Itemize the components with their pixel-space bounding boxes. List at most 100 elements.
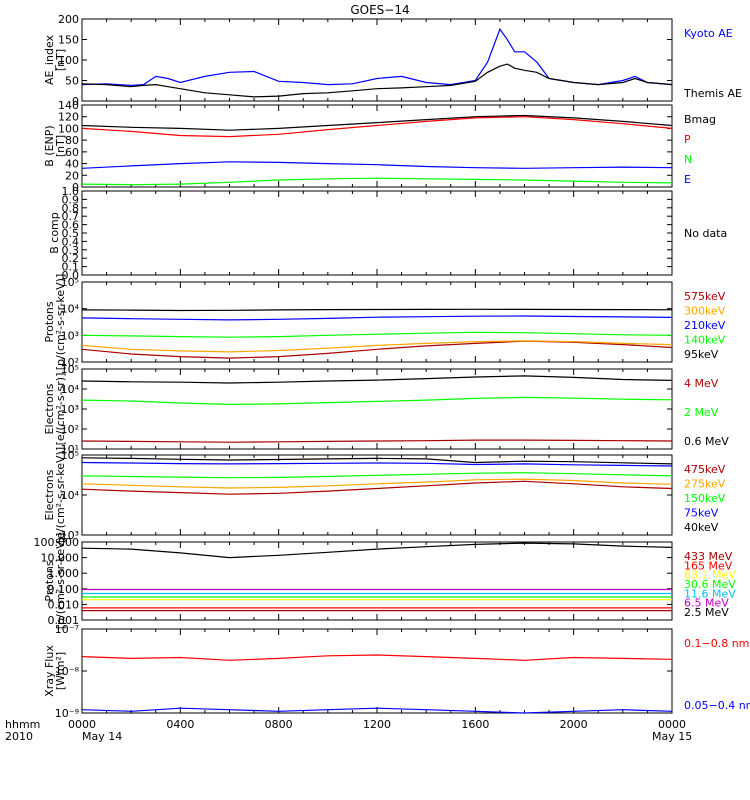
y-tick-label: 10⁻⁷ <box>55 623 79 636</box>
y-tick-label: 0.7 <box>62 210 80 223</box>
series-line-0-1-0-8-nm <box>81 654 673 661</box>
chart-title: GOES−14 <box>350 3 409 17</box>
legend-entry: 475keV <box>684 463 726 476</box>
x-axis-date-end: May 15 <box>652 730 692 743</box>
y-axis-label: [W/m²] <box>54 652 67 690</box>
panel-frame <box>81 454 673 536</box>
series-line-n <box>81 177 673 186</box>
y-tick-label: 10⁵ <box>61 363 79 376</box>
y-tick-label: 0.100 <box>48 583 80 596</box>
legend-entry: 575keV <box>684 290 726 303</box>
y-axis-label: [e/(cm²-s-sr-keV)] <box>54 447 67 543</box>
y-tick-label: 0 <box>72 95 79 108</box>
legend-entry: N <box>684 153 692 166</box>
y-tick-label: 0.3 <box>62 244 80 257</box>
y-axis-label: [p/(cm²-s-sr-keV)] <box>54 274 67 371</box>
x-tick-label: 1600 <box>461 718 489 731</box>
y-axis-label: Protons <box>43 301 56 342</box>
y-tick-label: 10⁴ <box>61 383 80 396</box>
y-axis-label: Protons <box>43 560 56 601</box>
y-tick-label: 20 <box>65 169 79 182</box>
y-tick-label: 0.2 <box>62 252 80 265</box>
x-tick-label: 2000 <box>560 718 588 731</box>
y-tick-label: 1.000 <box>48 567 80 580</box>
legend-entry: 0.05−0.4 nm <box>684 699 750 712</box>
series-line-210kev <box>81 315 673 321</box>
series-line-475kev <box>81 480 673 495</box>
y-tick-label: 0.5 <box>62 227 80 240</box>
y-tick-label: 50 <box>65 75 79 88</box>
series-line-e <box>81 161 673 169</box>
series-line-2-5-mev <box>81 542 673 559</box>
series-line-300kev <box>81 340 673 353</box>
series-line-kyoto-ae <box>81 28 673 87</box>
y-tick-label: 0 <box>72 181 79 194</box>
y-tick-label: 100.000 <box>34 536 80 549</box>
legend-entry: 140keV <box>684 334 726 347</box>
y-tick-label: 80 <box>65 134 79 147</box>
series-line-575kev <box>81 340 673 359</box>
legend-entry: 11.6 MeV <box>684 587 736 600</box>
x-axis: hhmm 2010 May 14 May 15 0000 0400 0800 1200… <box>5 718 692 743</box>
legend-entry: 6.5 MeV <box>684 597 729 610</box>
legend-entry: 2.5 MeV <box>684 606 729 619</box>
series-line-4-mev <box>81 439 673 443</box>
panel-annotation: No data <box>684 227 727 240</box>
legend-entry: 300keV <box>684 305 726 318</box>
x-tick-label: 0000 <box>658 718 686 731</box>
y-tick-label: 10³ <box>61 403 79 416</box>
x-tick-label: 0800 <box>265 718 293 731</box>
y-tick-label: 10⁵ <box>61 449 79 462</box>
x-tick-label: 1200 <box>363 718 391 731</box>
series-line-40kev <box>81 457 673 465</box>
y-tick-label: 10⁴ <box>61 303 80 316</box>
legend-entry: 433 MeV <box>684 550 733 563</box>
legend-entry: 210keV <box>684 319 726 332</box>
y-tick-label: 10⁻⁹ <box>55 707 79 720</box>
y-tick-label: 200 <box>58 13 79 26</box>
y-tick-label: 10.000 <box>41 552 80 565</box>
legend-entry: 63.1 MeV <box>684 569 736 582</box>
series-line-0-6-mev <box>81 375 673 384</box>
y-tick-label: 10² <box>61 423 79 436</box>
y-tick-label: 60 <box>65 146 79 159</box>
y-tick-label: 0.010 <box>48 598 80 611</box>
y-axis-label: AE_index <box>43 34 56 85</box>
y-tick-label: 10³ <box>61 529 79 542</box>
x-axis-row1-label: hhmm <box>5 718 40 731</box>
legend-entry: 275keV <box>684 478 726 491</box>
legend-entry: 30.6 MeV <box>684 578 736 591</box>
y-axis-label: Electrons <box>43 469 56 520</box>
y-tick-label: 1.0 <box>62 185 80 198</box>
panel-5: 10¹ 10² 10³ 10⁴ 10⁵ Electrons[e/(cm²-s-sr)] 4 … <box>43 363 729 456</box>
legend-entry: 95keV <box>684 348 719 361</box>
panel-7: 0.001 0.010 0.100 1.000 10.000 100.000 Protons… <box>34 533 737 630</box>
legend-entry: Kyoto AE <box>684 27 733 40</box>
legend-entry: Bmag <box>684 113 716 126</box>
y-tick-label: 0.001 <box>48 614 80 627</box>
x-axis-date-start: May 14 <box>82 730 122 743</box>
series-line-95kev <box>81 308 673 312</box>
y-axis-label: [nT] <box>54 135 67 157</box>
y-tick-label: 120 <box>58 111 79 124</box>
x-tick-label: 0000 <box>68 718 96 731</box>
legend-entry: 75keV <box>684 507 719 520</box>
series-line-275kev <box>81 478 673 489</box>
legend-entry: 0.1−0.8 nm <box>684 637 749 650</box>
legend-entry: 150keV <box>684 492 726 505</box>
y-tick-label: 0.4 <box>62 235 80 248</box>
panel-frame <box>81 368 673 450</box>
y-tick-label: 10⁻⁸ <box>55 665 80 678</box>
legend-entry: 165 MeV <box>684 559 733 572</box>
series-line-140kev <box>81 331 673 338</box>
y-tick-label: 0.6 <box>62 219 80 232</box>
y-tick-label: 40 <box>65 158 79 171</box>
series-line-themis-ae <box>81 63 673 98</box>
panel-8: 10⁻⁹ 10⁻⁸ 10⁻⁷ Xray Flux[W/m²] 0.1−0.8 nm 0.0… <box>43 623 750 720</box>
series-line-150kev <box>81 472 673 479</box>
y-axis-label: Xray Flux <box>43 645 56 697</box>
legend-entry: 0.6 MeV <box>684 435 729 448</box>
panel-3: 0.00.10.20.30.40.50.60.70.80.91.0 B comp N… <box>48 185 727 282</box>
